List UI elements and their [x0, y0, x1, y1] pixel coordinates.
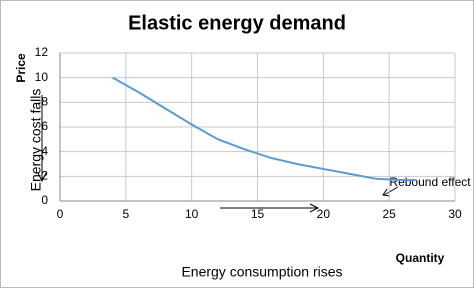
arrow-head	[37, 172, 47, 183]
annotation: Rebound effect	[389, 175, 471, 189]
x-tick-label: 15	[251, 207, 265, 221]
arrow-head	[382, 188, 391, 197]
x-tick-label: 0	[57, 207, 64, 221]
annotation: Energy consumption rises	[181, 264, 342, 280]
y-tick-label: 10	[35, 70, 49, 84]
arrow-head	[309, 203, 320, 213]
y-axis-label: Price	[14, 53, 28, 83]
y-tick-label: 8	[41, 95, 48, 109]
y-tick-label: 2	[41, 169, 48, 183]
data-line	[112, 76, 416, 182]
y-tick-label: 6	[41, 119, 48, 133]
x-axis-label: Quantity	[396, 251, 445, 265]
chart-title: Elastic energy demand	[128, 12, 346, 34]
y-tick-label: 4	[41, 144, 48, 158]
arrow	[383, 186, 399, 196]
x-tick-label: 10	[185, 207, 199, 221]
annotation: Energy cost falls	[28, 89, 44, 192]
y-tick-label: 12	[35, 45, 49, 59]
x-tick-label: 30	[448, 207, 462, 221]
x-tick-label: 5	[122, 207, 129, 221]
y-tick-label: 0	[41, 193, 48, 207]
x-tick-label: 25	[382, 207, 396, 221]
arrows	[37, 95, 399, 213]
x-tick-label: 20	[317, 207, 331, 221]
